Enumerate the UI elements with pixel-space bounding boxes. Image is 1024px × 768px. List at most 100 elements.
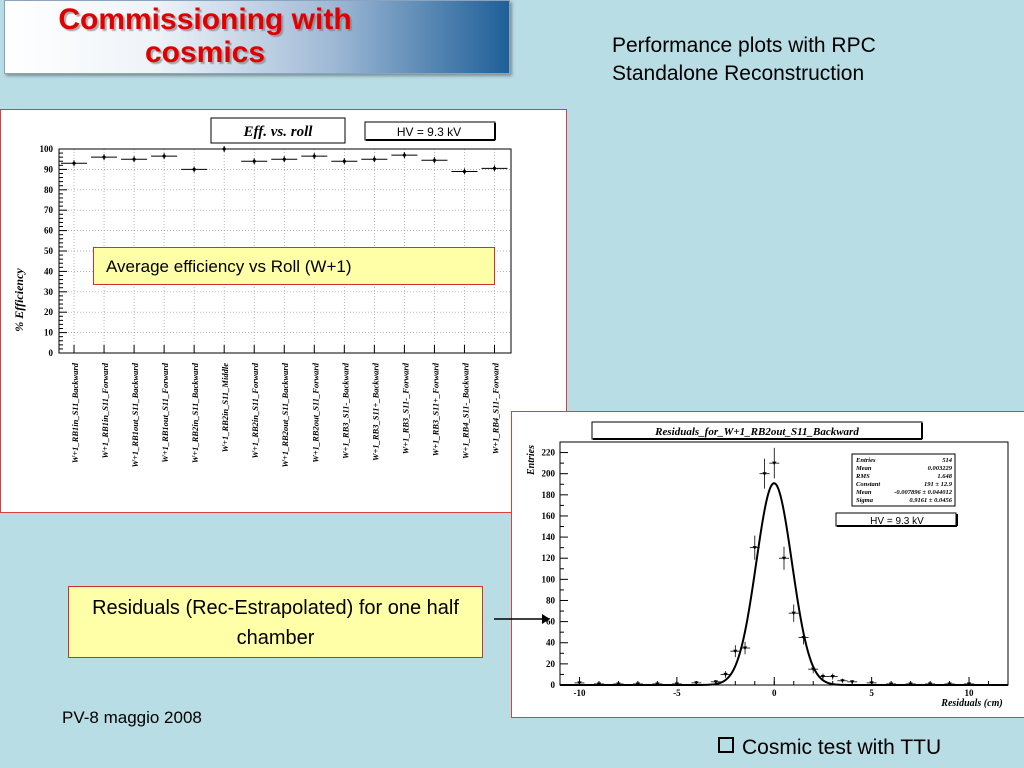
residuals-points	[574, 447, 975, 686]
residuals-point	[713, 680, 719, 684]
residuals-y-tick-label: 160	[542, 511, 556, 521]
efficiency-point	[312, 154, 316, 158]
title-banner: Commissioning with cosmics	[4, 0, 510, 74]
residuals-y-tick-label: 140	[542, 532, 556, 542]
efficiency-x-tick-label: W+1_RB4_S11-_Backward	[460, 362, 470, 459]
residuals-point	[840, 679, 845, 683]
residuals-point	[733, 649, 738, 654]
efficiency-y-tick-label: 90	[44, 164, 54, 174]
residuals-point	[869, 681, 874, 685]
residuals-point	[655, 682, 660, 686]
residuals-point	[801, 635, 806, 640]
residuals-gaussian-fit	[560, 482, 1008, 686]
residuals-stat-value: 0.003229	[928, 465, 953, 472]
residuals-stat-label: Mean	[855, 489, 872, 496]
residuals-callout: Residuals (Rec-Estrapolated) for one hal…	[68, 586, 483, 658]
efficiency-point	[402, 153, 406, 157]
residuals-point	[908, 682, 913, 686]
efficiency-point	[462, 169, 467, 174]
residuals-point	[577, 681, 582, 685]
residuals-point	[752, 546, 757, 550]
residuals-stats-box	[851, 453, 956, 507]
residuals-y-tick-label: 120	[542, 553, 556, 563]
residuals-plot-panel: 0 20 40 60 80 100 120 140 160 180 200 220 -10 -5 0 5 10…	[511, 411, 1024, 718]
residuals-y-tick-label: 200	[542, 469, 556, 479]
bullet-item: Cosmic test with TTU	[718, 736, 941, 760]
checkbox-bullet-icon	[718, 737, 734, 753]
efficiency-x-tick-label: W+1_RB2out_S11_Forward	[310, 362, 320, 463]
residuals-x-tick-label: 0	[772, 688, 777, 698]
efficiency-x-tick-label: W+1_RB1in_S11_Forward	[100, 362, 110, 458]
residuals-y-axis-label: Entries	[526, 445, 537, 476]
residuals-point	[830, 675, 835, 679]
residuals-y-tick-label: 20	[546, 659, 556, 669]
residuals-point	[674, 682, 680, 686]
residuals-x-tick-label: 5	[869, 688, 874, 698]
residuals-x-tick-label: 10	[965, 688, 975, 698]
efficiency-x-tick-label: W+1_RB1in_S11_Backward	[70, 362, 80, 463]
efficiency-x-tick-label: W+1_RB2in_S11_Middle	[220, 363, 230, 453]
efficiency-y-tick-label: 70	[44, 205, 54, 215]
efficiency-point	[102, 155, 106, 159]
efficiency-y-tick-label: 100	[40, 144, 54, 154]
efficiency-y-tick-label: 0	[49, 348, 54, 358]
residuals-stat-value: -0.007896 ± 0.044012	[894, 489, 952, 496]
efficiency-x-tick-label: W+1_RB3_S11+_Forward	[430, 362, 440, 456]
efficiency-point	[252, 159, 256, 163]
efficiency-y-tick-label: 30	[44, 287, 54, 297]
residuals-point	[635, 682, 641, 686]
residuals-point	[772, 461, 777, 466]
residuals-point	[596, 682, 602, 686]
residuals-y-tick-label: 80	[546, 595, 556, 605]
residuals-y-tick-label: 100	[542, 574, 556, 584]
efficiency-y-tick-label: 60	[44, 226, 54, 236]
efficiency-callout: Average efficiency vs Roll (W+1)	[93, 247, 495, 285]
residuals-hv-label: HV = 9.3 kV	[870, 516, 924, 527]
efficiency-point	[192, 167, 196, 171]
performance-description: Performance plots with RPC Standalone Re…	[612, 34, 876, 85]
residuals-point	[694, 681, 699, 685]
efficiency-point	[282, 157, 286, 161]
efficiency-x-ticks: W+1_RB1in_S11_Backward W+1_RB1in_S11_Forw…	[70, 345, 500, 468]
residuals-point	[811, 667, 816, 672]
efficiency-x-tick-label: W+1_RB2in_S11_Backward	[190, 362, 200, 463]
residuals-stat-value: 191 ± 12.9	[924, 481, 953, 488]
efficiency-x-tick-label: W+1_RB3_S11+_Backward	[370, 362, 380, 461]
residuals-stat-value: 514	[942, 457, 953, 464]
residuals-point	[888, 682, 894, 686]
efficiency-y-tick-label: 20	[44, 307, 54, 317]
residuals-point	[966, 682, 972, 686]
residuals-stats: Entries 514 Mean 0.003229 RMS 1.648 Constant 19…	[855, 457, 953, 504]
efficiency-point	[492, 166, 497, 170]
efficiency-point	[372, 157, 376, 161]
residuals-y-ticks: 0 20 40 60 80 100 120 140 160 180 200 220	[542, 448, 568, 690]
efficiency-y-axis-label: % Efficiency	[12, 268, 26, 332]
residuals-point	[742, 646, 748, 651]
residuals-x-tick-label: -5	[673, 688, 681, 698]
residuals-x-ticks: -10 -5 0 5 10	[559, 677, 1009, 698]
residuals-point	[781, 556, 787, 561]
efficiency-y-tick-label: 40	[44, 266, 54, 276]
residuals-y-tick-label: 220	[542, 448, 556, 458]
callout-arrow	[494, 614, 550, 624]
residuals-stat-label: Entries	[855, 457, 876, 464]
residuals-chart: 0 20 40 60 80 100 120 140 160 180 200 220 -10 -5 0 5 10…	[526, 421, 1009, 709]
residuals-y-tick-label: 40	[546, 638, 556, 648]
efficiency-point	[162, 154, 166, 158]
residuals-plot-frame	[559, 441, 1009, 686]
efficiency-x-tick-label: W+1_RB1out_S11_Forward	[160, 362, 170, 463]
efficiency-point	[132, 157, 136, 161]
efficiency-x-tick-label: W+1_RB4_S11-_Forward	[490, 362, 500, 454]
slide-title: Commissioning with cosmics	[58, 3, 352, 69]
efficiency-point	[72, 161, 76, 165]
efficiency-plot-panel: 0 10 20 30 40 50 60 70 80 90 100 W+1_RB1in_S11_Bac…	[0, 109, 567, 513]
residuals-stat-value: 0.9161 ± 0.0456	[909, 497, 952, 504]
efficiency-point	[432, 158, 437, 162]
residuals-stat-label: Constant	[856, 481, 880, 488]
efficiency-y-tick-label: 10	[44, 328, 54, 338]
residuals-callout-text: Residuals (Rec-Estrapolated) for one hal…	[92, 597, 459, 649]
residuals-point	[616, 682, 621, 686]
bullet-text: Cosmic test with TTU	[742, 736, 942, 759]
efficiency-y-tick-label: 50	[44, 246, 54, 256]
residuals-chart-title: Residuals_for_W+1_RB2out_S11_Backward	[654, 426, 859, 438]
